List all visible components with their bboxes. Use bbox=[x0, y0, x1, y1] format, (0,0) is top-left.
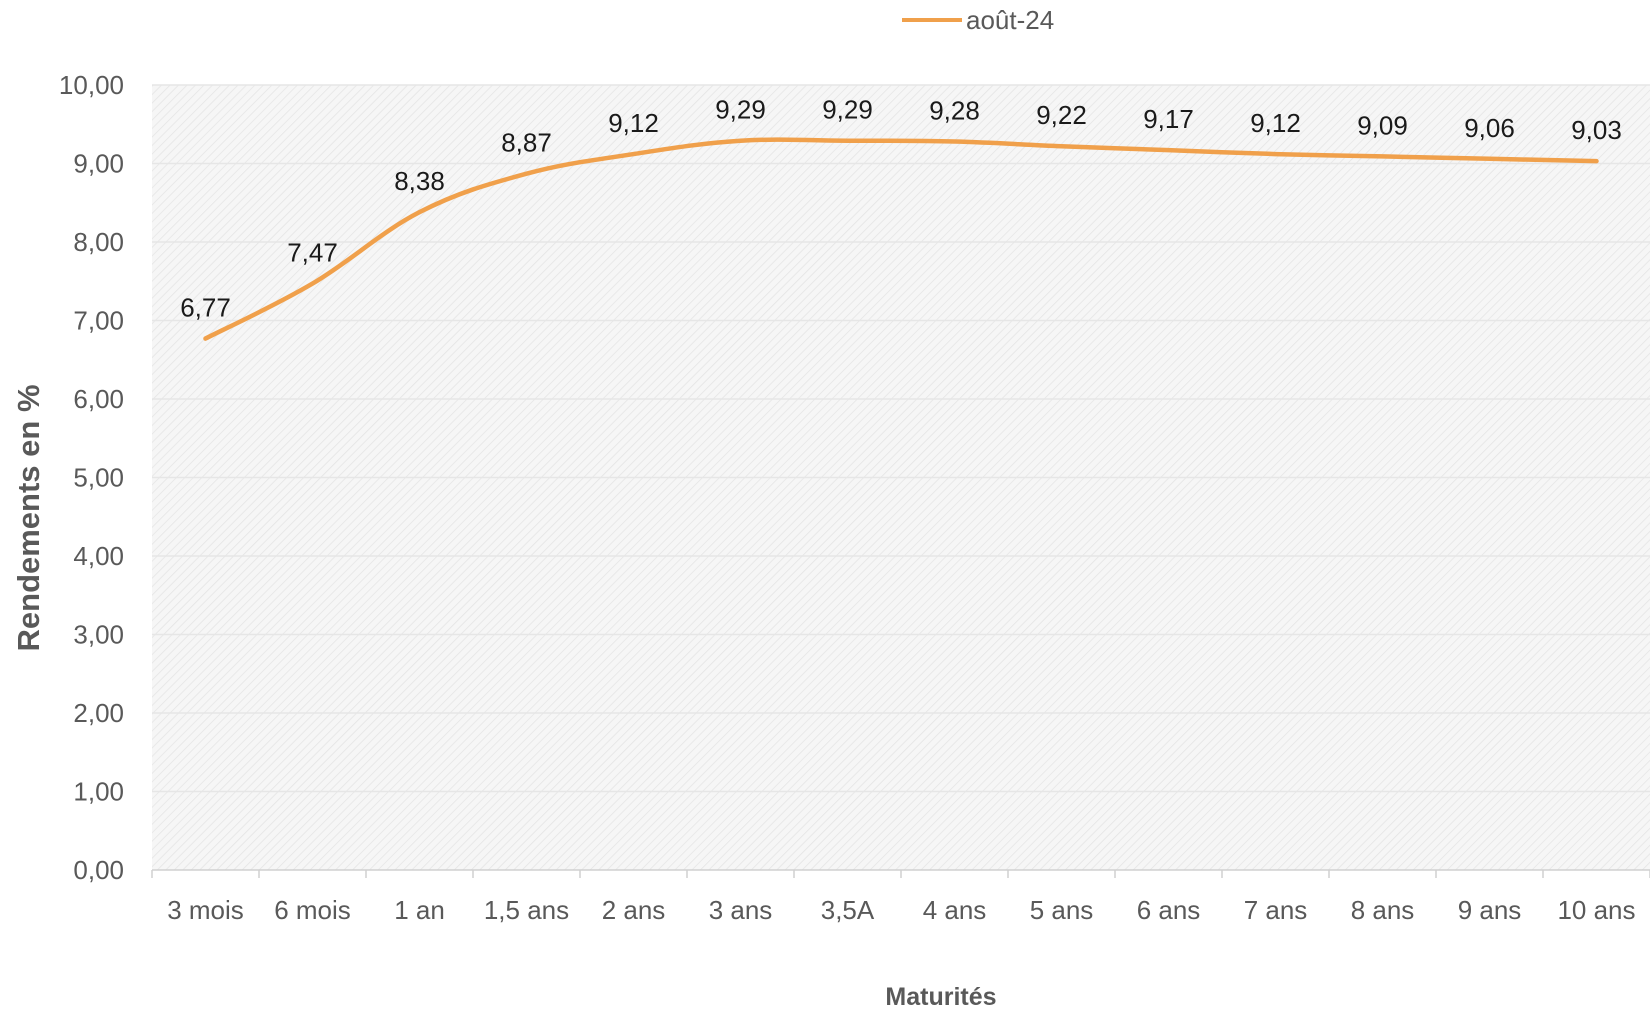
x-tick-label: 10 ans bbox=[1557, 895, 1635, 925]
x-tick-label: 3 ans bbox=[709, 895, 773, 925]
series-lines bbox=[203, 137, 1599, 341]
legend-label: août-24 bbox=[966, 5, 1054, 35]
x-tick-label: 6 ans bbox=[1137, 895, 1201, 925]
data-label: 9,12 bbox=[608, 108, 659, 138]
x-tick-label: 8 ans bbox=[1351, 895, 1415, 925]
data-label: 9,29 bbox=[822, 95, 873, 125]
y-tick-label: 0,00 bbox=[73, 855, 124, 885]
y-tick-label: 9,00 bbox=[73, 149, 124, 179]
y-tick-label: 6,00 bbox=[73, 384, 124, 414]
x-tick-label: 4 ans bbox=[923, 895, 987, 925]
data-label: 8,38 bbox=[394, 166, 445, 196]
x-tick-label: 1,5 ans bbox=[484, 895, 569, 925]
series-line bbox=[203, 137, 1599, 341]
x-tick-label: 3 mois bbox=[167, 895, 244, 925]
x-tick-label: 2 ans bbox=[602, 895, 666, 925]
x-tick-label: 3,5A bbox=[821, 895, 875, 925]
y-axis-title: Rendements en % bbox=[11, 384, 46, 651]
legend: août-24 bbox=[902, 5, 1054, 35]
data-label: 8,87 bbox=[501, 128, 552, 158]
y-tick-label: 2,00 bbox=[73, 698, 124, 728]
data-label: 9,28 bbox=[929, 96, 980, 126]
y-axis-tick-labels: 0,00 1,00 2,00 3,00 4,00 5,00 6,00 7,00 8,00 9,00… bbox=[59, 70, 124, 885]
data-label: 7,47 bbox=[287, 238, 338, 268]
gridlines bbox=[152, 84, 1650, 793]
x-axis-title: Maturités bbox=[885, 983, 996, 1011]
x-tick-label: 5 ans bbox=[1030, 895, 1094, 925]
y-tick-label: 4,00 bbox=[73, 541, 124, 571]
data-label: 9,29 bbox=[715, 95, 766, 125]
y-tick-label: 1,00 bbox=[73, 777, 124, 807]
x-tick-label: 9 ans bbox=[1458, 895, 1522, 925]
x-tick-label: 6 mois bbox=[274, 895, 351, 925]
y-tick-label: 7,00 bbox=[73, 306, 124, 336]
data-labels: 6,77 7,47 8,38 8,87 9,12 9,29 9,29 9,28 9,22 9,17… bbox=[180, 95, 1622, 323]
data-label: 9,22 bbox=[1036, 100, 1087, 130]
data-label: 9,17 bbox=[1143, 104, 1194, 134]
y-tick-label: 10,00 bbox=[59, 70, 124, 100]
x-tick-label: 1 an bbox=[394, 895, 445, 925]
y-tick-label: 8,00 bbox=[73, 227, 124, 257]
x-axis-tick-labels: 3 mois 6 mois 1 an 1,5 ans 2 ans 3 ans 3,5A 4 a… bbox=[167, 895, 1635, 925]
x-tick-label: 7 ans bbox=[1244, 895, 1308, 925]
data-label: 9,09 bbox=[1357, 110, 1408, 140]
x-axis bbox=[151, 869, 1650, 878]
y-tick-label: 5,00 bbox=[73, 463, 124, 493]
data-label: 9,12 bbox=[1250, 108, 1301, 138]
data-label: 9,06 bbox=[1464, 113, 1515, 143]
y-tick-label: 3,00 bbox=[73, 620, 124, 650]
data-label: 9,03 bbox=[1571, 115, 1622, 145]
data-label: 6,77 bbox=[180, 293, 231, 323]
